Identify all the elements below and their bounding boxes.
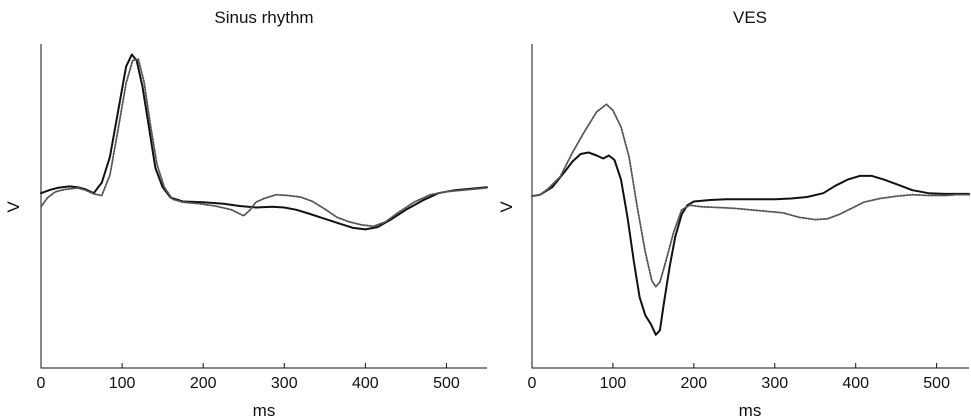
x-tick-label: 100 xyxy=(600,375,627,392)
axis-frame xyxy=(40,44,487,369)
panel-sinus-rhythm: Sinus rhythm V ms 0 100 200 300 400 500 xyxy=(4,8,488,420)
x-tick-label: 100 xyxy=(109,375,136,392)
x-tick-label: 0 xyxy=(37,375,46,392)
panel-ves: VES V ms 0 100 200 300 400 500 xyxy=(497,8,970,420)
x-tick-label: 500 xyxy=(433,375,460,392)
x-axis-ticks: 0 100 200 300 400 500 xyxy=(528,363,950,392)
x-tick-label: 200 xyxy=(681,375,708,392)
x-tick-label: 0 xyxy=(528,375,537,392)
x-tick-label: 400 xyxy=(352,375,379,392)
series-line-solid xyxy=(531,151,970,336)
axis-frame xyxy=(531,44,969,369)
series-line-dotted xyxy=(531,103,970,288)
x-tick-label: 300 xyxy=(761,375,788,392)
panel-title: VES xyxy=(733,8,767,27)
y-axis-label: V xyxy=(4,201,23,213)
series-line-dotted xyxy=(40,58,488,228)
x-tick-label: 400 xyxy=(842,375,869,392)
x-axis-label: ms xyxy=(739,401,762,420)
series-group xyxy=(40,53,488,231)
series-group xyxy=(531,103,970,336)
x-tick-label: 300 xyxy=(271,375,298,392)
y-axis-label: V xyxy=(497,201,516,213)
series-line-solid xyxy=(40,53,488,231)
panel-title: Sinus rhythm xyxy=(214,8,313,27)
x-tick-label: 500 xyxy=(923,375,950,392)
x-tick-label: 200 xyxy=(190,375,217,392)
x-axis-label: ms xyxy=(253,401,276,420)
x-axis-ticks: 0 100 200 300 400 500 xyxy=(37,363,460,392)
